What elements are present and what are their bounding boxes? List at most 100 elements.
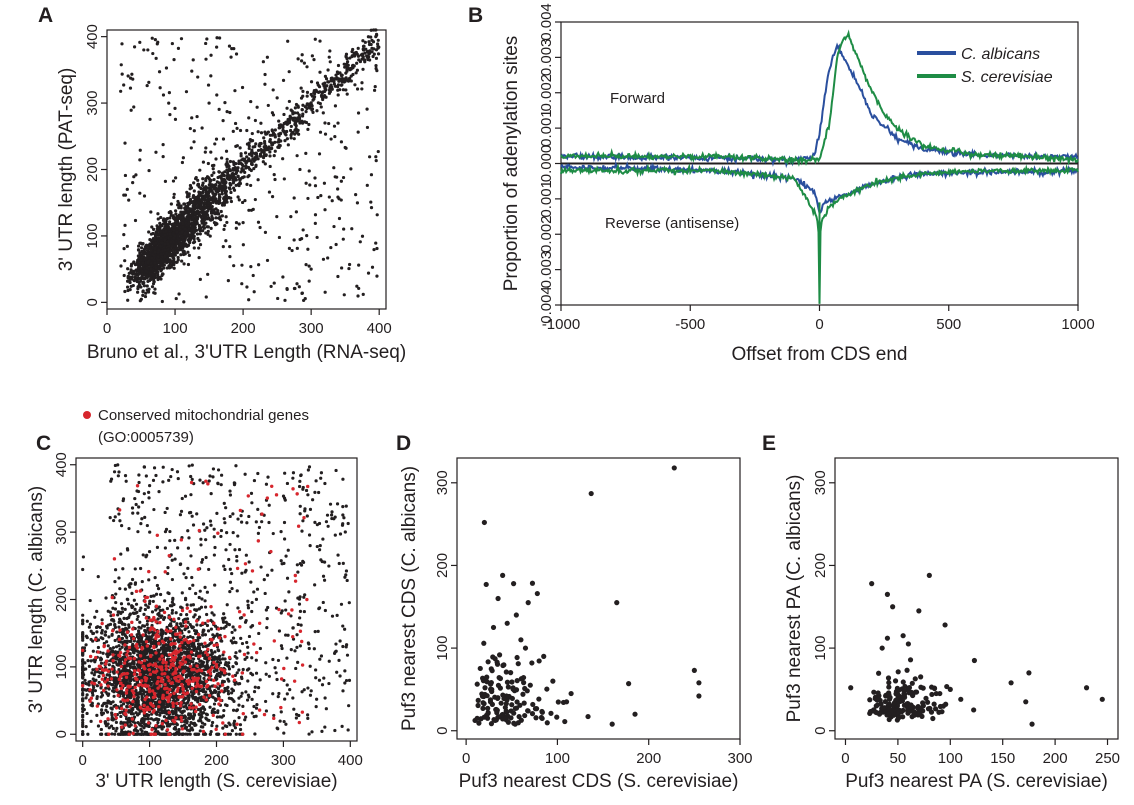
panel-a-point — [337, 80, 340, 83]
panel-a-point — [295, 103, 298, 106]
panel-a-point — [226, 158, 229, 161]
panel-a-point — [147, 230, 150, 233]
panel-a-point — [182, 262, 185, 265]
panel-a-point — [131, 271, 134, 274]
panel-a-point — [333, 135, 336, 138]
panel-c-point — [246, 698, 249, 701]
panel-c-point — [168, 530, 171, 533]
panel-a-point — [129, 277, 132, 280]
panel-a-point — [328, 56, 331, 59]
panel-a-point — [158, 276, 161, 279]
panel-a-point — [215, 137, 218, 140]
panel-c-point — [86, 733, 89, 736]
panel-a-point — [256, 106, 259, 109]
panel-a-point — [210, 174, 213, 177]
panel-c-point — [213, 535, 216, 538]
panel-a-point — [150, 257, 153, 260]
panel-a-point — [139, 149, 142, 152]
panel-a-point — [306, 197, 309, 200]
panel-a-point — [344, 66, 347, 69]
panel-a-ylabel: 3' UTR length (PAT-seq) — [56, 68, 77, 272]
panel-a-point — [375, 275, 378, 278]
panel-a-point — [377, 52, 380, 55]
panel-a-point — [288, 70, 291, 73]
panel-c-point — [210, 492, 213, 495]
panel-a-point — [235, 178, 238, 181]
panel-a-point — [336, 187, 339, 190]
panel-a-point — [354, 193, 357, 196]
panel-a-point — [229, 188, 232, 191]
panel-c-point — [114, 601, 117, 604]
panel-a-point — [171, 42, 174, 45]
panel-a-point — [168, 211, 171, 214]
panel-a-point — [332, 225, 335, 228]
panel-c-point — [187, 547, 190, 550]
panel-a-point — [202, 214, 205, 217]
panel-c-point — [336, 614, 339, 617]
panel-a-point — [162, 143, 165, 146]
panel-c-point — [181, 624, 184, 627]
panel-a-point — [229, 191, 232, 194]
panel-a-point — [356, 294, 359, 297]
panel-a-point — [268, 190, 271, 193]
panel-c-point — [107, 610, 110, 613]
panel-c-point — [184, 647, 187, 650]
panel-c-point — [241, 642, 244, 645]
panel-a-point — [251, 132, 254, 135]
panel-c-point — [192, 603, 195, 606]
panel-a-point — [200, 199, 203, 202]
panel-b-xtick-label: 500 — [936, 316, 961, 333]
panel-c-point — [245, 554, 248, 557]
panel-a-point — [173, 234, 176, 237]
panel-a-point — [255, 155, 258, 158]
panel-c-point — [91, 668, 94, 671]
panel-c-point — [224, 724, 227, 727]
panel-c-point — [189, 475, 192, 478]
panel-a-point — [144, 258, 147, 261]
panel-a-point — [147, 169, 150, 172]
panel-c-point — [199, 538, 202, 541]
panel-c-ytick-label: 300 — [53, 520, 70, 545]
panel-a-point — [263, 83, 266, 86]
panel-a-point — [174, 209, 177, 212]
panel-a-point — [308, 280, 311, 283]
panel-c-point — [84, 696, 87, 699]
panel-a-point — [122, 233, 125, 236]
panel-a-point — [212, 171, 215, 174]
panel-a-point — [130, 264, 133, 267]
panel-a-point — [142, 48, 145, 51]
panel-a-point — [263, 142, 266, 145]
panel-a-ytick-label: 300 — [84, 91, 101, 116]
panel-a-point — [146, 48, 149, 51]
panel-a-point — [218, 36, 221, 39]
panel-c-point — [161, 480, 164, 483]
panel-a-point — [137, 244, 140, 247]
panel-c-point — [336, 553, 339, 556]
panel-c-point — [154, 474, 157, 477]
panel-c-point — [309, 508, 312, 511]
panel-c-point — [122, 499, 125, 502]
panel-a-point — [290, 132, 293, 135]
panel-c-point — [198, 479, 201, 482]
panel-a-point — [180, 37, 183, 40]
panel-c-point — [278, 629, 281, 632]
panel-c-point — [299, 505, 302, 508]
panel-a-point — [225, 194, 228, 197]
panel-c-point — [179, 613, 182, 616]
panel-a-point — [374, 241, 377, 244]
panel-c-point — [147, 631, 150, 634]
panel-a-point — [218, 108, 221, 111]
panel-a-point — [290, 136, 293, 139]
panel-a-point — [146, 254, 149, 257]
panel-a-point — [252, 145, 255, 148]
panel-a-point — [204, 179, 207, 182]
panel-label-e: E — [762, 432, 776, 455]
panel-c-point — [310, 689, 313, 692]
panel-a-point — [295, 210, 298, 213]
panel-a-point — [168, 113, 171, 116]
panel-a-xtick-label: 100 — [163, 320, 188, 337]
panel-a-point — [355, 285, 358, 288]
panel-c-point — [286, 692, 289, 695]
panel-a-point — [361, 235, 364, 238]
panel-a-point — [237, 184, 240, 187]
